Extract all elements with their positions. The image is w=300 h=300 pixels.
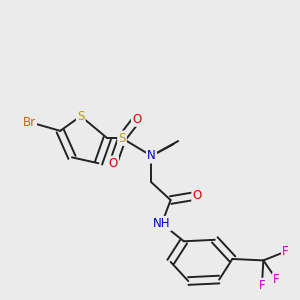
Text: S: S xyxy=(118,132,126,145)
Text: F: F xyxy=(273,273,280,286)
Text: N: N xyxy=(147,149,156,162)
Text: F: F xyxy=(259,279,265,292)
Text: O: O xyxy=(132,112,141,126)
Text: O: O xyxy=(193,189,202,202)
Text: NH: NH xyxy=(153,217,170,230)
Text: Br: Br xyxy=(23,116,36,128)
Text: O: O xyxy=(109,157,118,170)
Text: S: S xyxy=(77,110,85,123)
Text: F: F xyxy=(282,245,289,258)
